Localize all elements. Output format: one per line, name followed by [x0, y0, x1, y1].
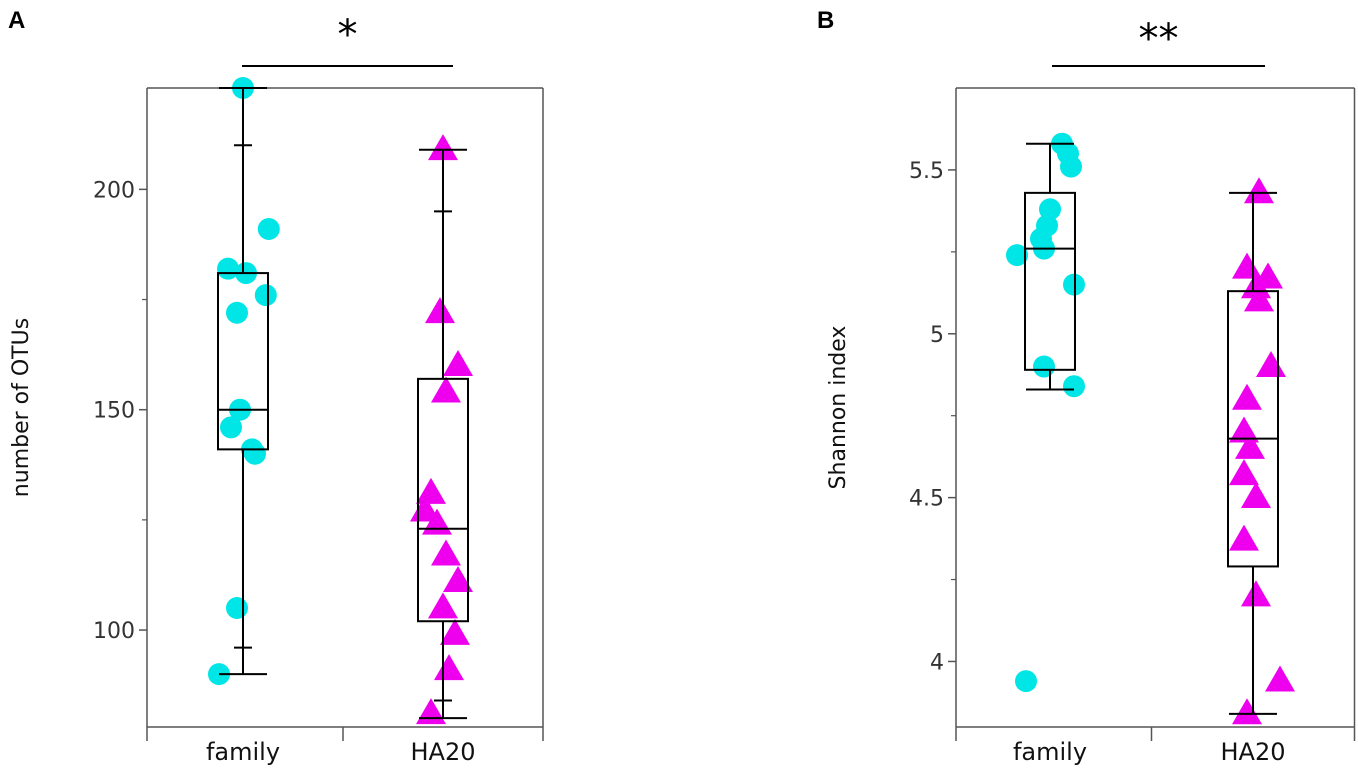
data-point-HA20 [431, 539, 461, 566]
box-family [1024, 142, 1076, 391]
data-point-HA20 [1241, 580, 1271, 607]
data-point-HA20 [1232, 252, 1262, 279]
significance-label: * [338, 12, 358, 58]
data-point-family [244, 442, 266, 465]
y-tick-label: 5 [930, 323, 944, 348]
x-category-label: family [1013, 738, 1087, 766]
data-point-HA20 [440, 618, 470, 645]
data-point-HA20 [1241, 482, 1271, 509]
box-iqr [1024, 191, 1076, 371]
data-point-HA20 [1244, 285, 1274, 312]
y-tick-label: 100 [93, 619, 135, 644]
data-point-HA20 [1256, 350, 1286, 377]
data-point-HA20 [431, 376, 461, 403]
data-point-family [1015, 670, 1037, 693]
data-point-family [254, 284, 277, 307]
y-tick-label: 4.5 [909, 487, 944, 512]
box-iqr [217, 272, 269, 451]
box-HA20 [417, 148, 469, 720]
data-point-HA20 [443, 565, 473, 592]
x-category-label: HA20 [1220, 738, 1285, 766]
y-tick-label: 4 [930, 650, 944, 675]
data-point-family [1039, 198, 1061, 221]
y-tick-label: 200 [93, 178, 135, 203]
data-point-family [217, 257, 239, 280]
data-point-HA20 [428, 134, 458, 161]
data-point-HA20 [1229, 459, 1259, 486]
data-point-HA20 [1232, 698, 1262, 725]
data-point-HA20 [434, 654, 464, 681]
data-point-family [1063, 375, 1085, 398]
panel-letter: B [817, 7, 834, 34]
data-point-HA20 [1244, 177, 1274, 204]
data-point-family [257, 218, 280, 241]
x-category-label: HA20 [410, 738, 475, 766]
data-point-HA20 [1229, 524, 1259, 551]
panel-letter: A [8, 7, 25, 34]
data-point-HA20 [428, 592, 458, 619]
y-axis-title: Shannon index [826, 326, 851, 490]
data-point-HA20 [1265, 665, 1295, 692]
box-HA20 [1227, 191, 1279, 715]
data-point-HA20 [443, 350, 473, 377]
data-point-HA20 [1235, 432, 1265, 459]
significance-label: ** [1139, 16, 1179, 62]
x-category-label: family [206, 738, 280, 766]
box-family [217, 87, 269, 676]
data-point-HA20 [416, 698, 446, 725]
data-point-family [226, 597, 248, 620]
y-axis-title: number of OTUs [9, 318, 34, 497]
data-point-HA20 [416, 477, 446, 504]
data-point-family [1033, 355, 1055, 378]
data-point-HA20 [425, 297, 455, 324]
box-iqr [1227, 290, 1279, 568]
y-tick-label: 5.5 [909, 159, 944, 184]
data-point-family [226, 301, 248, 324]
y-tick-label: 150 [93, 399, 135, 424]
data-point-family [1060, 155, 1082, 178]
data-point-family [1006, 244, 1028, 267]
data-point-family [220, 416, 242, 439]
panel-B: B ** 4 4.5 5 5.5 Shannon index family HA20 [817, 7, 1356, 766]
panel-A: A * 100 150 200 number of OTUs family HA20 [8, 7, 544, 766]
box-iqr [417, 377, 469, 623]
data-point-HA20 [1232, 383, 1262, 410]
